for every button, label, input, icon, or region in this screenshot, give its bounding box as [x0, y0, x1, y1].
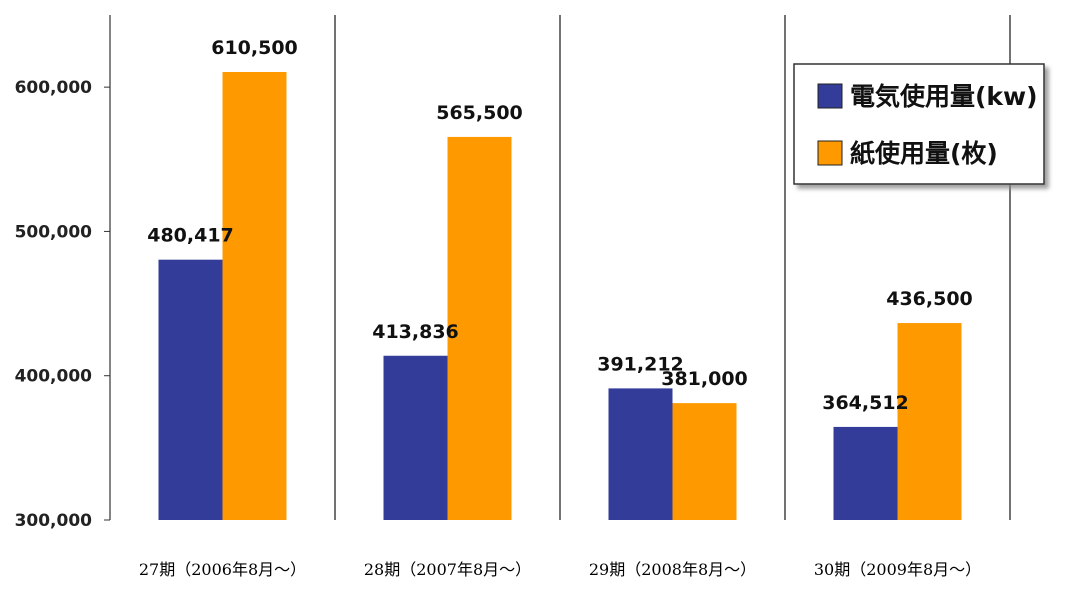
data-label-paper: 610,500 [211, 37, 298, 59]
data-label-electricity: 391,212 [597, 353, 684, 375]
legend-label-paper: 紙使用量(枚) [850, 139, 998, 168]
bar-paper [897, 323, 962, 520]
data-label-electricity: 480,417 [147, 225, 234, 247]
data-label-paper: 436,500 [886, 288, 973, 310]
category-label: 27期（2006年8月〜） [139, 560, 306, 579]
legend: 電気使用量(kw) 紙使用量(枚) [793, 63, 1045, 185]
category-label: 30期（2009年8月〜） [814, 560, 981, 579]
y-tick-label: 300,000 [15, 511, 93, 531]
legend-swatch-paper [817, 140, 843, 166]
bar-paper [222, 71, 287, 520]
legend-swatch-electricity [817, 83, 843, 109]
y-tick-label: 400,000 [15, 367, 93, 387]
y-tick-label: 600,000 [15, 78, 93, 98]
y-tick-label: 500,000 [15, 222, 93, 242]
data-label-electricity: 364,512 [822, 392, 909, 414]
bar-electricity [158, 259, 223, 520]
category-label: 28期（2007年8月〜） [364, 560, 531, 579]
data-label-paper: 565,500 [436, 102, 523, 124]
data-label-electricity: 413,836 [372, 321, 459, 343]
bar-paper [447, 136, 512, 520]
legend-label-electricity: 電気使用量(kw) [850, 82, 1038, 111]
category-label: 29期（2008年8月〜） [589, 560, 756, 579]
bar-electricity [833, 426, 898, 520]
bar-paper [672, 403, 737, 520]
bar-electricity [608, 388, 673, 520]
data-label-paper: 381,000 [661, 368, 748, 390]
bar-electricity [383, 355, 448, 520]
